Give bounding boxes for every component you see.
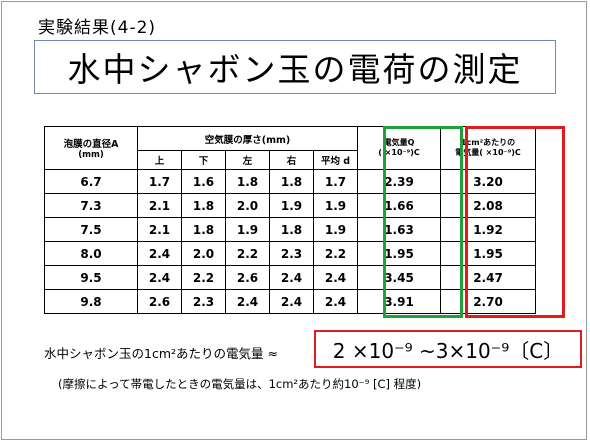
table-cell: 1.92: [440, 217, 536, 242]
table-cell: 1.8: [181, 217, 226, 242]
table-cell: 1.8: [225, 169, 270, 194]
table-cell: 2.6: [225, 265, 270, 290]
header-diameter-unit: (mm): [78, 150, 104, 160]
table-cell: 1.63: [357, 217, 441, 242]
table-cell: 9.5: [44, 265, 138, 290]
header-thickness: 空気膜の厚さ(mm): [137, 126, 358, 151]
table-cell: 1.6: [181, 169, 226, 194]
header-density-label: 1cm²あたりの: [460, 138, 516, 147]
slide-subtitle: 実験結果(4-2): [38, 18, 157, 38]
subheader-right: 右: [269, 150, 314, 170]
table-cell: 1.7: [137, 169, 182, 194]
table-cell: 1.9: [313, 193, 358, 218]
table-cell: 2.1: [137, 217, 182, 242]
slide-title: 水中シャボン玉の電荷の測定: [67, 50, 523, 89]
table-header-row: 泡膜の直径A (mm) 空気膜の厚さ(mm) 電気量Q ( ×10⁻⁹)C 1c…: [44, 126, 536, 170]
table-row: 9.5 2.4 2.2 2.6 2.4 2.4 3.45 2.47: [44, 265, 536, 290]
table-cell: 2.4: [313, 265, 358, 290]
table-cell: 2.2: [313, 241, 358, 266]
table-cell: 2.1: [137, 193, 182, 218]
table-cell: 2.3: [181, 289, 226, 314]
table-cell: 2.70: [440, 289, 536, 314]
table-cell: 2.4: [269, 265, 314, 290]
result-box: 2 ×10⁻⁹ ~3×10⁻⁹〔C〕: [314, 330, 582, 368]
title-box: 水中シャボン玉の電荷の測定: [34, 40, 556, 94]
table-subheader-row: 上 下 左 右 平均 d: [45, 150, 536, 170]
header-density: 1cm²あたりの 電気量( ×10⁻⁹)C: [440, 126, 536, 170]
table-cell: 2.0: [225, 193, 270, 218]
table-cell: 7.3: [44, 193, 138, 218]
subheader-left: 左: [225, 150, 270, 170]
table-cell: 3.45: [357, 265, 441, 290]
header-charge-label: 電気量Q: [383, 138, 415, 147]
table-cell: 2.3: [269, 241, 314, 266]
table-cell: 2.2: [225, 241, 270, 266]
table-cell: 2.6: [137, 289, 182, 314]
table-cell: 2.0: [181, 241, 226, 266]
table-cell: 1.95: [440, 241, 536, 266]
table-cell: 2.47: [440, 265, 536, 290]
result-label: 水中シャボン玉の1cm²あたりの電気量 ≈: [44, 346, 278, 361]
table-cell: 2.39: [357, 169, 441, 194]
table-cell: 3.91: [357, 289, 441, 314]
table-cell: 2.4: [269, 289, 314, 314]
header-density-unit: 電気量( ×10⁻⁹)C: [455, 148, 521, 157]
table-cell: 2.4: [225, 289, 270, 314]
table-cell: 2.2: [181, 265, 226, 290]
header-diameter-label: 泡膜の直径A: [63, 139, 119, 150]
result-value: 2 ×10⁻⁹ ~3×10⁻⁹〔C〕: [332, 338, 564, 363]
table-cell: 3.20: [440, 169, 536, 194]
table-cell: 1.7: [313, 169, 358, 194]
table-cell: 9.8: [44, 289, 138, 314]
table-cell: 6.7: [44, 169, 138, 194]
table-row: 8.0 2.4 2.0 2.2 2.3 2.2 1.95 1.95: [44, 241, 536, 266]
table-cell: 1.8: [269, 169, 314, 194]
table-cell: 1.9: [269, 193, 314, 218]
footnote: (摩擦によって帯電したときの電気量は、1cm²あたり約10⁻⁹ [C] 程度): [58, 377, 422, 391]
table-row: 7.5 2.1 1.8 1.9 1.8 1.9 1.63 1.92: [44, 217, 536, 242]
table-cell: 7.5: [44, 217, 138, 242]
table-row: 7.3 2.1 1.8 2.0 1.9 1.9 1.66 2.08: [44, 193, 536, 218]
subheader-top: 上: [137, 150, 182, 170]
table-cell: 1.95: [357, 241, 441, 266]
table-cell: 2.4: [137, 241, 182, 266]
subheader-average: 平均 d: [313, 150, 358, 170]
table-cell: 1.8: [181, 193, 226, 218]
table-cell: 8.0: [44, 241, 138, 266]
header-charge-unit: ( ×10⁻⁹)C: [378, 148, 420, 157]
table-cell: 1.66: [357, 193, 441, 218]
subheader-bottom: 下: [181, 150, 226, 170]
table-row: 9.8 2.6 2.3 2.4 2.4 2.4 3.91 2.70: [44, 289, 536, 314]
header-charge: 電気量Q ( ×10⁻⁹)C: [357, 126, 441, 170]
header-diameter: 泡膜の直径A (mm): [44, 126, 138, 170]
table-cell: 1.9: [225, 217, 270, 242]
table-cell: 1.9: [313, 217, 358, 242]
table-row: 6.7 1.7 1.6 1.8 1.8 1.7 2.39 3.20: [44, 169, 536, 194]
table-cell: 2.4: [137, 265, 182, 290]
table-cell: 2.08: [440, 193, 536, 218]
table-cell: 2.4: [313, 289, 358, 314]
table-cell: 1.8: [269, 217, 314, 242]
measurement-table: 泡膜の直径A (mm) 空気膜の厚さ(mm) 電気量Q ( ×10⁻⁹)C 1c…: [44, 126, 536, 314]
